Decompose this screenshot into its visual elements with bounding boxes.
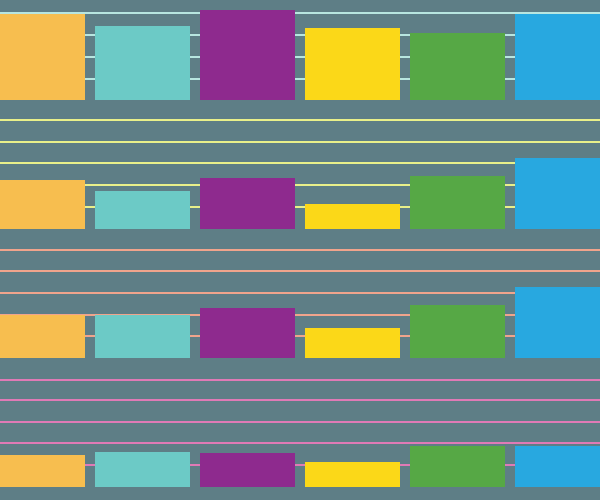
block: [95, 452, 190, 487]
block: [95, 315, 190, 358]
block: [305, 328, 400, 358]
block: [200, 453, 295, 487]
block: [515, 158, 600, 229]
block: [410, 176, 505, 229]
block: [515, 287, 600, 358]
block: [95, 26, 190, 100]
block: [515, 14, 600, 100]
block: [0, 315, 85, 358]
block: [0, 14, 85, 100]
block: [410, 446, 505, 487]
block: [0, 180, 85, 229]
block: [0, 455, 85, 487]
block: [410, 305, 505, 358]
block: [200, 308, 295, 358]
block: [305, 204, 400, 229]
block: [410, 33, 505, 100]
block: [305, 462, 400, 487]
block: [200, 10, 295, 100]
block: [305, 28, 400, 100]
block: [515, 446, 600, 487]
block: [95, 191, 190, 229]
block: [200, 178, 295, 229]
